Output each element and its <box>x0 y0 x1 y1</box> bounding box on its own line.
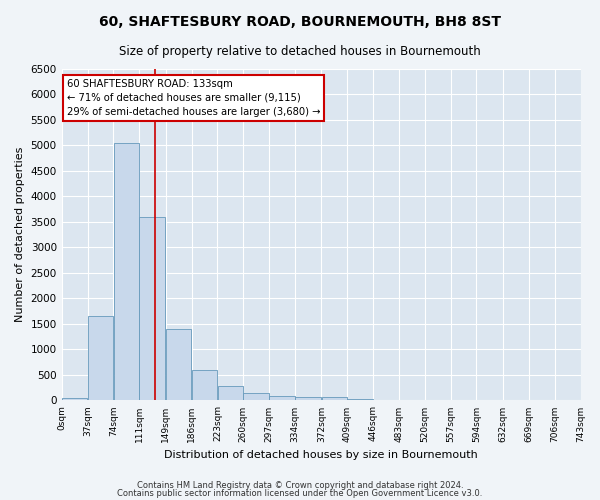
Y-axis label: Number of detached properties: Number of detached properties <box>15 147 25 322</box>
Text: Contains HM Land Registry data © Crown copyright and database right 2024.: Contains HM Land Registry data © Crown c… <box>137 480 463 490</box>
Bar <box>295 398 320 400</box>
Bar <box>347 399 373 400</box>
Bar <box>192 370 217 400</box>
Text: Contains public sector information licensed under the Open Government Licence v3: Contains public sector information licen… <box>118 489 482 498</box>
Text: 60, SHAFTESBURY ROAD, BOURNEMOUTH, BH8 8ST: 60, SHAFTESBURY ROAD, BOURNEMOUTH, BH8 8… <box>99 15 501 29</box>
Bar <box>269 396 295 400</box>
Bar <box>244 394 269 400</box>
Bar <box>139 217 165 400</box>
Bar <box>62 398 88 400</box>
Bar <box>218 386 243 400</box>
Bar <box>88 316 113 400</box>
Text: 60 SHAFTESBURY ROAD: 133sqm
← 71% of detached houses are smaller (9,115)
29% of : 60 SHAFTESBURY ROAD: 133sqm ← 71% of det… <box>67 79 320 117</box>
X-axis label: Distribution of detached houses by size in Bournemouth: Distribution of detached houses by size … <box>164 450 478 460</box>
Text: Size of property relative to detached houses in Bournemouth: Size of property relative to detached ho… <box>119 45 481 58</box>
Bar <box>113 143 139 401</box>
Bar <box>322 398 347 400</box>
Bar <box>166 329 191 400</box>
